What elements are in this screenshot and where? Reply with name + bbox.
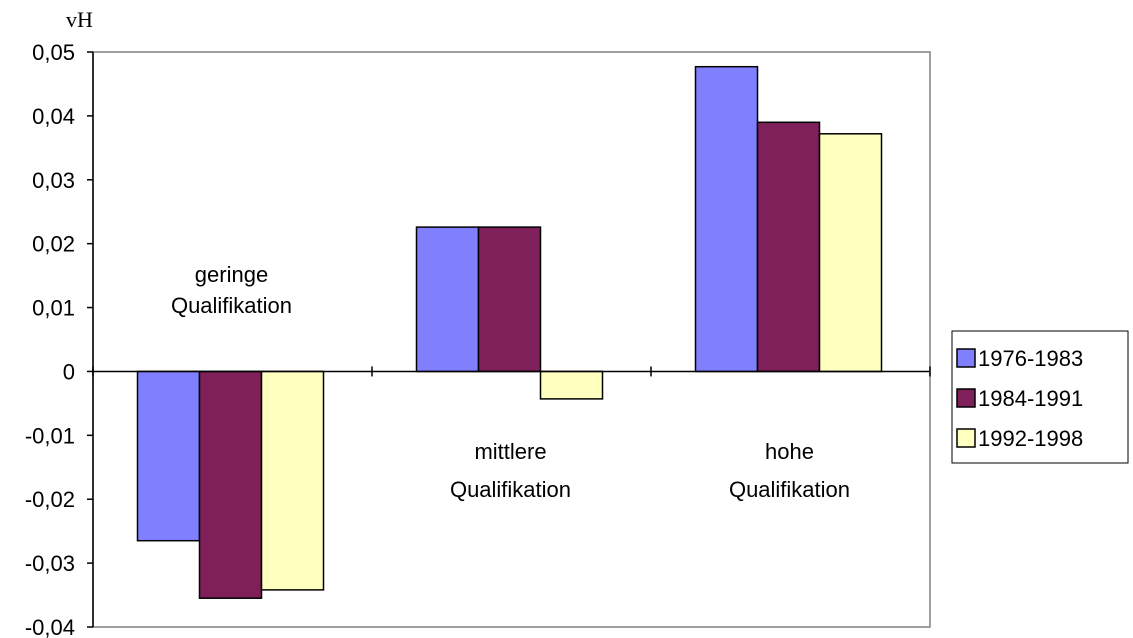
y-tick-label: 0,05 (32, 40, 75, 65)
y-tick-label: 0 (63, 359, 75, 384)
bar-1984-1991-2 (756, 121, 821, 373)
bar-1992-1998-0 (260, 370, 325, 591)
bar-1984-1991-0 (198, 370, 263, 599)
y-tick-label: -0,04 (25, 615, 75, 638)
category-label-1-line-1: Qualifikation (450, 477, 571, 502)
legend-swatch-1976-1983 (956, 348, 976, 368)
bar-1984-1991-1 (477, 226, 542, 373)
y-tick-label: 0,02 (32, 232, 75, 257)
y-tick-label: -0,02 (25, 487, 75, 512)
bar-1992-1998-2 (818, 133, 883, 373)
y-tick-label: -0,01 (25, 423, 75, 448)
legend-swatch-1984-1991 (956, 388, 976, 408)
category-label-2-line-1: Qualifikation (729, 477, 850, 502)
category-label-2-line-0: hohe (765, 439, 814, 464)
legend: 1976-1983 1984-1991 1992-1998 (951, 330, 1129, 464)
legend-box (951, 330, 1129, 464)
category-label-1-line-0: mittlere (474, 439, 546, 464)
legend-label-1976-1983: 1976-1983 (978, 346, 1083, 371)
category-labels: geringe Qualifikation mittlere Qualifikatio… (171, 262, 850, 502)
y-axis-unit-label: vH (66, 7, 93, 32)
bar-marks (136, 65, 883, 599)
y-tick-label: 0,04 (32, 104, 75, 129)
category-label-0-line-0: geringe (195, 262, 268, 287)
bar-1976-1983-1 (415, 226, 480, 373)
y-tick-label: -0,03 (25, 551, 75, 576)
category-label-0-line-1: Qualifikation (171, 293, 292, 318)
bar-1976-1983-0 (136, 370, 201, 542)
legend-label-1992-1998: 1992-1998 (978, 426, 1083, 451)
y-tick-label: 0,01 (32, 296, 75, 321)
bar-1992-1998-1 (539, 370, 604, 400)
legend-swatch-1992-1998 (956, 428, 976, 448)
y-tick-label: 0,03 (32, 168, 75, 193)
axes: 0,05 0,04 0,03 0,02 0,01 0 -0,01 -0,02 -0,03 -0,0… (25, 40, 931, 638)
bar-1976-1983-2 (694, 65, 759, 373)
legend-label-1984-1991: 1984-1991 (978, 386, 1083, 411)
